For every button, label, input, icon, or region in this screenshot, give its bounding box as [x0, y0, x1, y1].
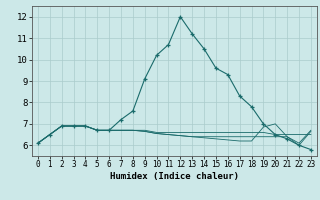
- X-axis label: Humidex (Indice chaleur): Humidex (Indice chaleur): [110, 172, 239, 181]
